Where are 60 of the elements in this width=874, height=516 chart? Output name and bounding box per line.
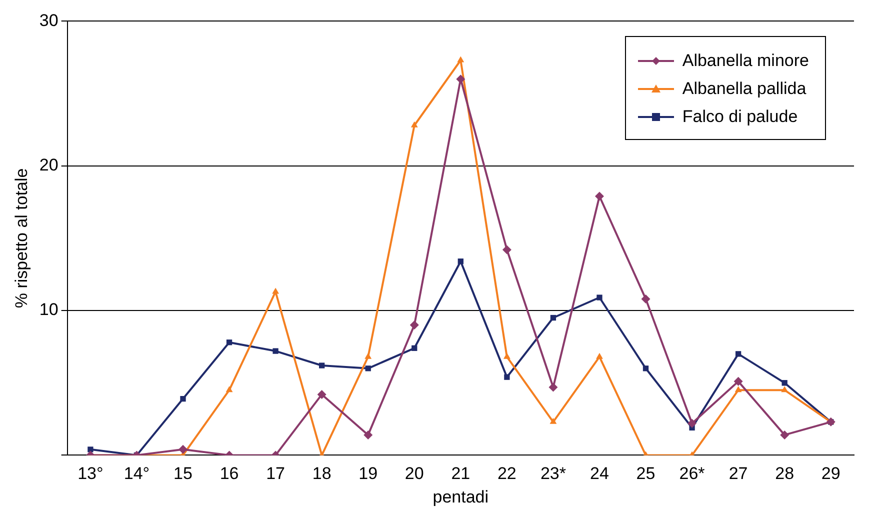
point xyxy=(317,390,326,399)
legend-label: Albanella pallida xyxy=(682,78,806,100)
point xyxy=(550,418,557,424)
point xyxy=(550,314,556,321)
x-axis-title: pentadi xyxy=(432,487,489,506)
x-tick-label: 22 xyxy=(497,464,516,484)
x-tick-label: 16 xyxy=(220,464,239,484)
x-tick-label: 18 xyxy=(312,464,332,484)
point xyxy=(272,348,278,354)
x-tick-label: 21 xyxy=(451,464,470,484)
point xyxy=(178,444,188,454)
x-tick-label: 23* xyxy=(540,464,566,484)
point xyxy=(502,245,512,254)
point xyxy=(594,192,604,201)
point xyxy=(734,386,742,392)
y-axis-title: % rispetto al totale xyxy=(12,168,31,308)
x-tick-label: 17 xyxy=(266,464,286,484)
x-tick-label: 19 xyxy=(358,464,378,484)
x-tick-label: 26* xyxy=(679,464,706,484)
x-tick-label: 20 xyxy=(404,464,424,484)
point xyxy=(88,446,94,452)
point xyxy=(365,366,371,372)
point xyxy=(410,320,419,330)
point xyxy=(226,340,232,346)
point xyxy=(642,366,649,372)
point xyxy=(457,56,464,62)
point xyxy=(458,258,464,264)
x-tick-label: 14° xyxy=(124,464,150,484)
point xyxy=(410,121,418,128)
point xyxy=(503,352,510,359)
x-tick-label: 15 xyxy=(174,464,192,484)
x-tick-label: 13° xyxy=(78,464,104,484)
point xyxy=(272,288,280,294)
x-tick-label: 29 xyxy=(821,464,840,484)
point xyxy=(364,352,372,359)
point xyxy=(596,294,602,300)
point xyxy=(319,362,325,368)
legend-label: Albanella minore xyxy=(682,50,809,72)
point xyxy=(548,382,558,392)
point xyxy=(504,374,510,380)
x-tick-label: 24 xyxy=(590,464,609,484)
point xyxy=(688,418,697,428)
point xyxy=(781,386,788,392)
point xyxy=(412,345,418,351)
point xyxy=(641,294,650,304)
x-tick-label: 27 xyxy=(728,464,748,484)
legend-label: Falco di palude xyxy=(682,106,798,128)
point xyxy=(734,376,743,386)
x-tick-label: 25 xyxy=(636,464,656,484)
point xyxy=(226,386,233,392)
y-tick-label: 30 xyxy=(39,10,58,30)
point xyxy=(180,396,186,402)
point xyxy=(780,430,790,440)
point xyxy=(364,430,373,440)
point xyxy=(735,351,742,357)
y-tick-label: 20 xyxy=(39,156,58,175)
point xyxy=(596,352,603,359)
point xyxy=(782,380,788,386)
x-tick-label: 28 xyxy=(775,464,794,484)
y-tick-label: 10 xyxy=(39,300,58,320)
